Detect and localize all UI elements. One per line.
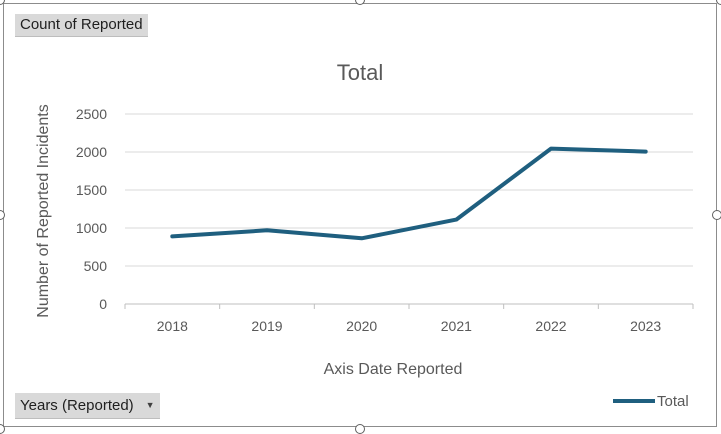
values-field-label: Count of Reported xyxy=(20,16,143,33)
y-tick-label: 0 xyxy=(99,296,107,312)
x-axis xyxy=(124,304,694,309)
data-point[interactable] xyxy=(640,146,652,158)
data-point[interactable] xyxy=(545,143,557,155)
data-point[interactable] xyxy=(450,214,462,226)
legend[interactable]: Total xyxy=(613,393,689,410)
data-point[interactable] xyxy=(356,232,368,244)
x-tick-label: 2019 xyxy=(251,318,282,334)
legend-label-total: Total xyxy=(657,393,689,410)
axis-field-filter-button[interactable]: Years (Reported) ▼ xyxy=(15,393,160,419)
x-axis-title[interactable]: Axis Date Reported xyxy=(324,361,463,378)
y-tick-label: 2000 xyxy=(76,144,107,160)
resize-handle-middle-right[interactable] xyxy=(712,210,721,220)
y-axis-title[interactable]: Number of Reported Incidents xyxy=(35,104,52,317)
resize-handle-top-right[interactable] xyxy=(716,0,721,5)
y-tick-label: 1000 xyxy=(76,220,107,236)
x-tick-label: 2020 xyxy=(346,318,377,334)
chart-title[interactable]: Total xyxy=(337,60,383,85)
x-tick-label: 2022 xyxy=(535,318,566,334)
y-tick-label: 500 xyxy=(84,258,108,274)
axis-field-label: Years (Reported) xyxy=(20,397,134,414)
series-layer[interactable] xyxy=(166,143,651,245)
series-line-total[interactable] xyxy=(170,146,648,241)
data-point[interactable] xyxy=(261,224,273,236)
x-tick-label: 2023 xyxy=(630,318,661,334)
y-tick-label: 2500 xyxy=(76,106,107,122)
data-point[interactable] xyxy=(166,230,178,242)
tick-labels: 0 500 1000 1500 2000 2500 2018 2019 2020 2021 2022… xyxy=(76,106,662,334)
x-tick-label: 2021 xyxy=(441,318,472,334)
gridlines xyxy=(125,113,693,305)
y-tick-label: 1500 xyxy=(76,182,107,198)
values-field-button[interactable]: Count of Reported xyxy=(15,14,148,37)
x-tick-label: 2018 xyxy=(157,318,188,334)
dropdown-arrow-icon: ▼ xyxy=(145,400,155,410)
chart-area[interactable] xyxy=(3,3,717,427)
